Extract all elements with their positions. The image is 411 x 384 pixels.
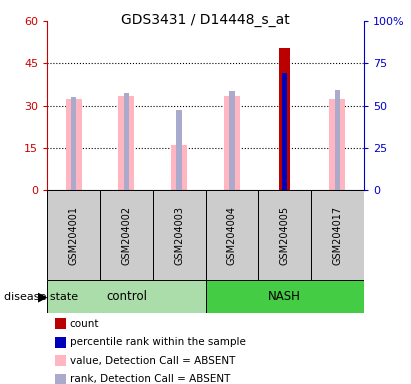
Text: NASH: NASH [268,290,301,303]
Bar [100,190,153,280]
Bar [258,190,311,280]
Bar [224,96,240,190]
Text: GSM204002: GSM204002 [121,206,132,265]
Bar [153,190,206,280]
Text: GDS3431 / D14448_s_at: GDS3431 / D14448_s_at [121,13,290,27]
Bar [47,280,206,313]
Bar [330,99,345,190]
Text: control: control [106,290,147,303]
Bar [311,190,364,280]
Text: value, Detection Call = ABSENT: value, Detection Call = ABSENT [70,356,235,366]
Text: GSM204005: GSM204005 [279,206,290,265]
Bar [124,93,129,190]
Text: rank, Detection Call = ABSENT: rank, Detection Call = ABSENT [70,374,230,384]
Bar [47,190,100,280]
Bar [176,110,182,190]
Bar [118,96,134,190]
Text: disease state: disease state [4,291,78,302]
Text: GSM204001: GSM204001 [69,206,79,265]
Bar [206,280,364,313]
Text: GSM204003: GSM204003 [174,206,184,265]
Bar [282,73,287,190]
Bar [71,97,76,190]
Text: percentile rank within the sample: percentile rank within the sample [70,337,246,347]
Text: GSM204017: GSM204017 [332,206,342,265]
Bar [229,91,235,190]
Bar [282,68,287,190]
Bar [279,48,291,190]
Text: count: count [70,319,99,329]
Bar [66,99,81,190]
Text: GSM204004: GSM204004 [227,206,237,265]
Bar [335,90,340,190]
Bar [171,145,187,190]
Bar [206,190,258,280]
Text: ▶: ▶ [38,290,48,303]
